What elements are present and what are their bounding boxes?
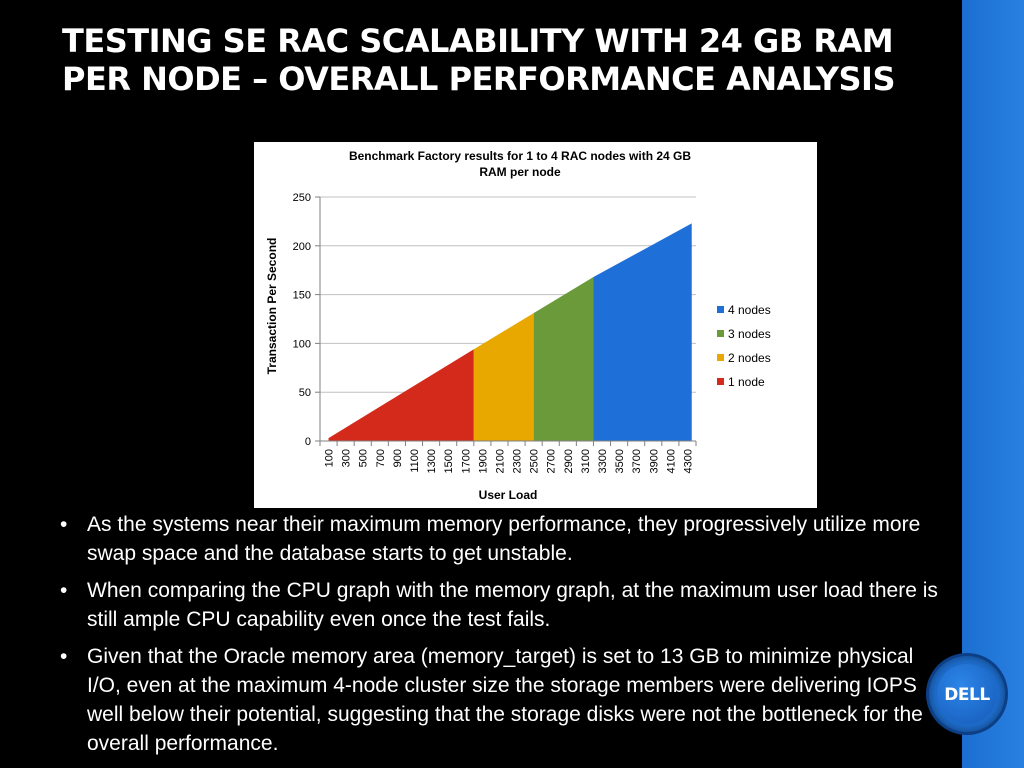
- y-tick-label: 100: [293, 338, 311, 350]
- area-2-nodes: [473, 313, 534, 441]
- x-tick-label: 900: [392, 449, 404, 467]
- dell-logo: DELL: [929, 656, 1005, 732]
- x-tick-label: 500: [358, 449, 370, 467]
- chart-legend: 4 nodes 3 nodes 2 nodes 1 node: [717, 303, 771, 389]
- x-tick-label: 1100: [409, 449, 421, 473]
- y-tick-label: 250: [293, 192, 311, 204]
- chart-title-line-1: Benchmark Factory results for 1 to 4 RAC…: [349, 149, 691, 163]
- area-4-nodes: [593, 223, 692, 441]
- x-tick-label: 3700: [631, 449, 643, 473]
- dell-wordmark-icon: DELL: [944, 685, 991, 704]
- x-tick-label: 2900: [563, 449, 575, 473]
- y-tick-label: 150: [293, 290, 311, 302]
- x-tick-label: 2700: [546, 449, 558, 473]
- x-tick-label: 1500: [443, 449, 455, 473]
- y-tick-label: 0: [305, 436, 311, 448]
- x-tick-label: 2500: [529, 449, 541, 473]
- chart-panel: Benchmark Factory results for 1 to 4 RAC…: [254, 142, 817, 508]
- x-tick-label: 3100: [580, 449, 592, 473]
- legend-swatch: [717, 354, 724, 361]
- x-tick-label: 1900: [477, 449, 489, 473]
- legend-label: 1 node: [728, 375, 765, 389]
- bullet-list: As the systems near their maximum memory…: [58, 510, 948, 766]
- x-tick-label: 2300: [512, 449, 524, 473]
- x-tick-label: 3900: [648, 449, 660, 473]
- y-tick-label: 200: [293, 241, 311, 253]
- x-tick-label: 2100: [494, 449, 506, 473]
- bullet-item: As the systems near their maximum memory…: [58, 510, 948, 568]
- area-series: [328, 223, 692, 441]
- x-tick-label: 4100: [665, 449, 677, 473]
- right-accent-band: [962, 0, 1024, 768]
- x-tick-label: 3300: [597, 449, 609, 473]
- x-tick-label: 300: [341, 449, 353, 467]
- legend-label: 2 nodes: [728, 351, 771, 365]
- x-tick-label: 3500: [614, 449, 626, 473]
- y-axis-label: Transaction Per Second: [265, 238, 279, 375]
- area-chart: Benchmark Factory results for 1 to 4 RAC…: [265, 149, 771, 502]
- svg-text:DELL: DELL: [944, 685, 990, 704]
- area-3-nodes: [533, 277, 594, 441]
- y-tick-labels: 0 50 100 150 200 250: [293, 192, 311, 448]
- x-tick-label: 4300: [682, 449, 694, 473]
- area-1-node: [328, 349, 474, 441]
- legend-swatch: [717, 330, 724, 337]
- y-tick-label: 50: [299, 387, 311, 399]
- chart-title-line-2: RAM per node: [479, 165, 561, 179]
- x-tick-label: 1300: [426, 449, 438, 473]
- x-tick-label: 1700: [460, 449, 472, 473]
- legend-label: 4 nodes: [728, 303, 771, 317]
- x-tick-label: 700: [375, 449, 387, 467]
- bullet-item: Given that the Oracle memory area (memor…: [58, 642, 948, 758]
- x-axis-label: User Load: [479, 488, 538, 502]
- bullet-item: When comparing the CPU graph with the me…: [58, 576, 948, 634]
- slide-title: TESTING SE RAC SCALABILITY WITH 24 GB RA…: [62, 22, 896, 98]
- legend-swatch: [717, 378, 724, 385]
- dell-logo-mark: DELL: [937, 664, 997, 724]
- x-tick-label: 100: [324, 449, 336, 467]
- legend-swatch: [717, 306, 724, 313]
- legend-label: 3 nodes: [728, 327, 771, 341]
- x-tick-labels: 100 300 500 700 900 1100 1300 1500 1700 1900 2100 2…: [319, 441, 697, 473]
